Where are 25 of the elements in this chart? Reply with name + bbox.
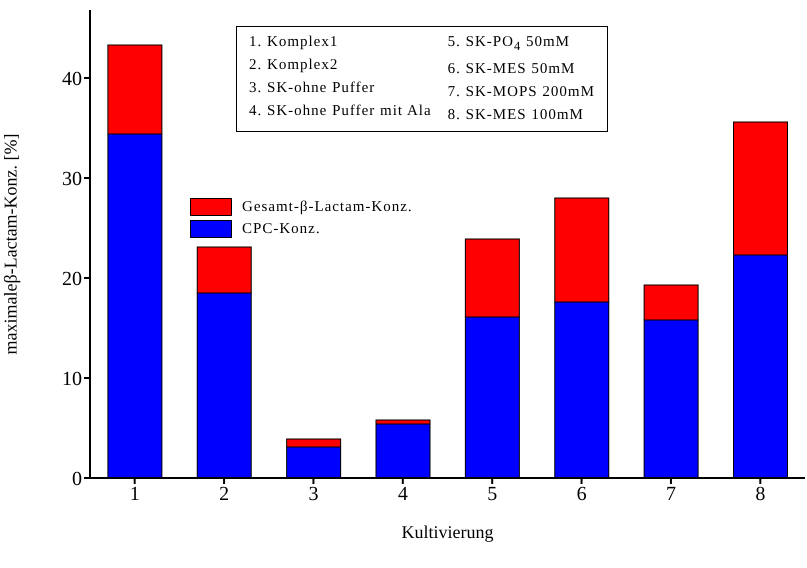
x-tick-label: 6 bbox=[576, 483, 587, 506]
y-tick-label: 20 bbox=[62, 268, 82, 290]
x-tick-label: 4 bbox=[398, 483, 408, 506]
y-tick-label: 0 bbox=[72, 468, 82, 490]
y-tick-label: 10 bbox=[62, 368, 82, 390]
annotation: 7. SK-MOPS 200mM bbox=[448, 83, 595, 102]
legend-label: CPC-Konz. bbox=[242, 220, 321, 238]
x-tick-label: 2 bbox=[219, 483, 230, 506]
y-axis-title: maximaleβ-Lactam-Konz. [%] bbox=[0, 133, 20, 355]
annotation: 3. SK-ohne Puffer bbox=[249, 79, 376, 98]
y-tick-label: 30 bbox=[62, 168, 82, 190]
annotation: 8. SK-MES 100mM bbox=[448, 106, 585, 125]
x-tick-label: 3 bbox=[308, 483, 318, 506]
y-tick-label: 40 bbox=[62, 68, 82, 90]
x-tick-label: 1 bbox=[130, 483, 140, 506]
annotation: 2. Komplex2 bbox=[249, 56, 340, 75]
annotation: 5. SK-PO$_{4}$ 50mM bbox=[448, 33, 571, 55]
x-axis-title: Kultivierung bbox=[402, 522, 494, 542]
x-tick-label: 8 bbox=[755, 483, 766, 506]
legend-label: Gesamt-β-Lactam-Konz. bbox=[242, 198, 413, 216]
annotation: 4. SK-ohne Puffer mit Ala bbox=[249, 102, 432, 121]
x-tick-label: 5 bbox=[487, 483, 498, 506]
annotation: 1. Komplex1 bbox=[249, 33, 340, 52]
annotation: 6. SK-MES 50mM bbox=[448, 60, 576, 79]
x-tick-label: 7 bbox=[666, 483, 676, 506]
